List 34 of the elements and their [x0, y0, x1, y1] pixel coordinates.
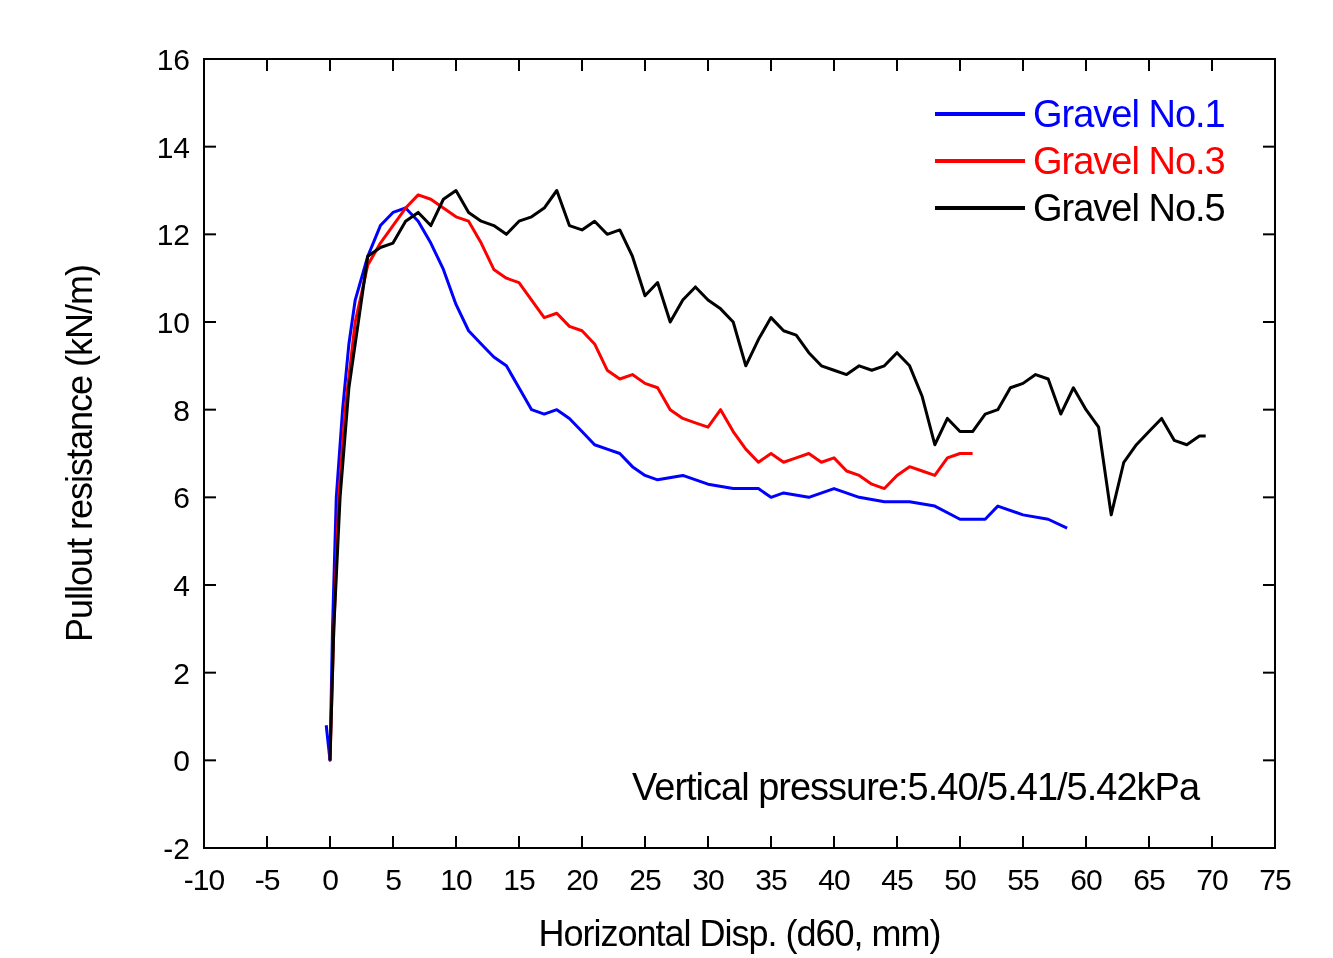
y-tick-label: 16 — [156, 43, 190, 76]
x-tick-label: 15 — [503, 863, 535, 896]
x-tick-label: 45 — [881, 863, 913, 896]
y-tick-label: -2 — [163, 832, 190, 865]
x-tick-label: 55 — [1007, 863, 1039, 896]
x-tick-label: 50 — [944, 863, 976, 896]
legend-label: Gravel No.3 — [1033, 140, 1225, 182]
x-tick-label: 25 — [629, 863, 661, 896]
x-tick-label: 65 — [1133, 863, 1165, 896]
x-tick-label: 60 — [1070, 863, 1102, 896]
x-tick-label: 30 — [692, 863, 724, 896]
x-tick-label: 70 — [1196, 863, 1228, 896]
y-tick-label: 4 — [173, 569, 190, 602]
x-tick-label: 75 — [1259, 863, 1291, 896]
x-tick-label: -10 — [183, 863, 225, 896]
x-tick-label: 10 — [440, 863, 472, 896]
y-tick-label: 0 — [173, 744, 190, 778]
x-tick-label: 40 — [818, 863, 850, 896]
legend-label: Gravel No.1 — [1033, 93, 1225, 135]
x-tick-label: 5 — [385, 863, 402, 896]
x-tick-label: -5 — [254, 863, 280, 896]
annotation: Vertical pressure:5.40/5.41/5.42kPa — [632, 766, 1201, 808]
x-tick-label: 20 — [566, 863, 598, 896]
y-axis-title: Pullout resistance (kN/m) — [59, 264, 100, 643]
y-tick-label: 10 — [156, 306, 190, 339]
y-tick-label: 14 — [156, 130, 190, 164]
y-tick-label: 8 — [173, 393, 190, 427]
y-tick-label: 2 — [173, 656, 190, 690]
y-tick-label: 12 — [156, 218, 190, 252]
y-tick-label: 6 — [173, 481, 190, 515]
x-axis-title: Horizontal Disp. (d60, mm) — [538, 913, 941, 954]
legend-label: Gravel No.5 — [1033, 187, 1225, 229]
x-tick-label: 0 — [322, 863, 339, 896]
x-tick-label: 35 — [755, 863, 787, 896]
